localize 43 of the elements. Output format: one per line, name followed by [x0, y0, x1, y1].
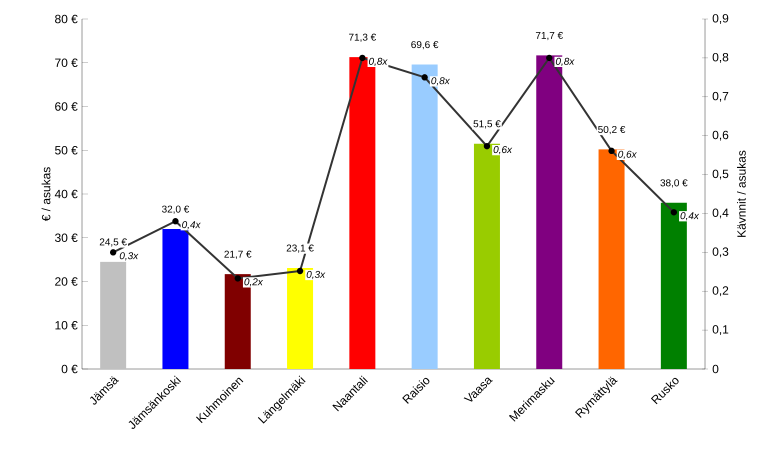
data-label: 50,2 €	[598, 126, 626, 134]
y2-tick-label: 0,9	[712, 14, 728, 24]
y2-tick-label: 0,5	[712, 170, 728, 180]
data-label: 69,6 €	[411, 41, 438, 50]
y2-tick-label: 0,3	[712, 247, 728, 258]
y2-tick-label: 0,1	[712, 325, 728, 336]
bar	[162, 229, 188, 369]
data-label: 0,2x	[244, 278, 264, 287]
data-label: 71,3 €	[349, 34, 376, 42]
y2-axis-title: Kävnnit / asukas	[736, 150, 746, 237]
data-label: 21,7 €	[224, 250, 252, 259]
y2-tick-label: 0,2	[712, 286, 728, 296]
y2-tick-label: 0,4	[712, 208, 728, 218]
data-label: 0,6x	[618, 150, 637, 159]
y2-tick-label: 0,8	[712, 52, 728, 63]
data-label: 0,8x	[368, 58, 388, 66]
data-label: 0,6x	[494, 146, 512, 154]
y2-tick-label: 0,7	[712, 92, 728, 102]
y-tick-label: 20 €	[55, 277, 78, 286]
y2-tick-label: 0	[712, 364, 718, 374]
data-label: 0,3x	[120, 252, 138, 260]
data-label: 38,0 €	[660, 179, 688, 188]
y-tick-label: 80 €	[55, 14, 78, 24]
data-label: 0,3x	[306, 270, 326, 280]
y-axis-title: € / asukas	[42, 167, 50, 222]
data-label: 23,1 €	[286, 244, 314, 253]
y-tick-label: 30 €	[55, 234, 78, 242]
data-label: 51,5 €	[474, 120, 501, 128]
y-tick-label: 0 €	[62, 364, 78, 374]
data-label: 24,5 €	[100, 238, 127, 247]
y-tick-label: 10 €	[55, 321, 78, 330]
y-tick-label: 70 €	[55, 58, 78, 67]
y-tick-label: 60 €	[55, 102, 78, 111]
data-label: 0,4x	[182, 221, 201, 230]
y-tick-label: 40 €	[54, 190, 78, 198]
data-label: 0,8x	[431, 77, 450, 86]
data-label: 0,4x	[680, 212, 700, 220]
data-label: 0,8x	[556, 58, 575, 66]
bar	[100, 262, 126, 369]
data-label: 32,0 €	[162, 206, 190, 214]
data-label: 71,7 €	[536, 32, 563, 40]
y2-tick-label: 0,6	[712, 130, 728, 141]
y-tick-label: 50 €	[55, 146, 78, 154]
